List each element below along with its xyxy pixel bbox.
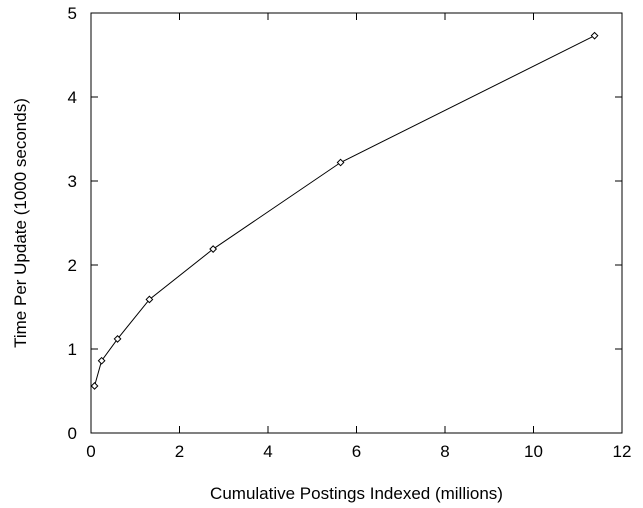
y-axis-title: Time Per Update (1000 seconds) [11,98,30,348]
y-tick-label: 3 [68,172,77,191]
y-axis: 0 1 2 3 4 5 [68,4,622,443]
data-point-marker [90,382,99,390]
x-tick-label: 0 [86,442,95,461]
y-tick-label: 5 [68,4,77,23]
x-tick-label: 2 [175,442,184,461]
data-point-marker [97,356,106,365]
y-tick-label: 1 [68,340,77,359]
x-tick-label: 8 [440,442,449,461]
data-point-marker [336,158,345,167]
x-tick-label: 10 [524,442,543,461]
y-tick-label: 2 [68,256,77,275]
x-tick-label: 6 [352,442,361,461]
y-tick-label: 4 [68,88,77,107]
data-point-marker [113,335,122,343]
data-point-marker [590,31,599,40]
x-tick-label: 12 [613,442,632,461]
x-tick-label: 4 [263,442,272,461]
x-axis-title: Cumulative Postings Indexed (millions) [210,484,503,503]
data-point-marker [145,295,154,304]
x-axis: 0 2 4 6 8 10 12 [86,13,631,461]
data-point-marker [209,245,218,253]
data-markers [90,31,599,390]
y-tick-label: 0 [68,424,77,443]
